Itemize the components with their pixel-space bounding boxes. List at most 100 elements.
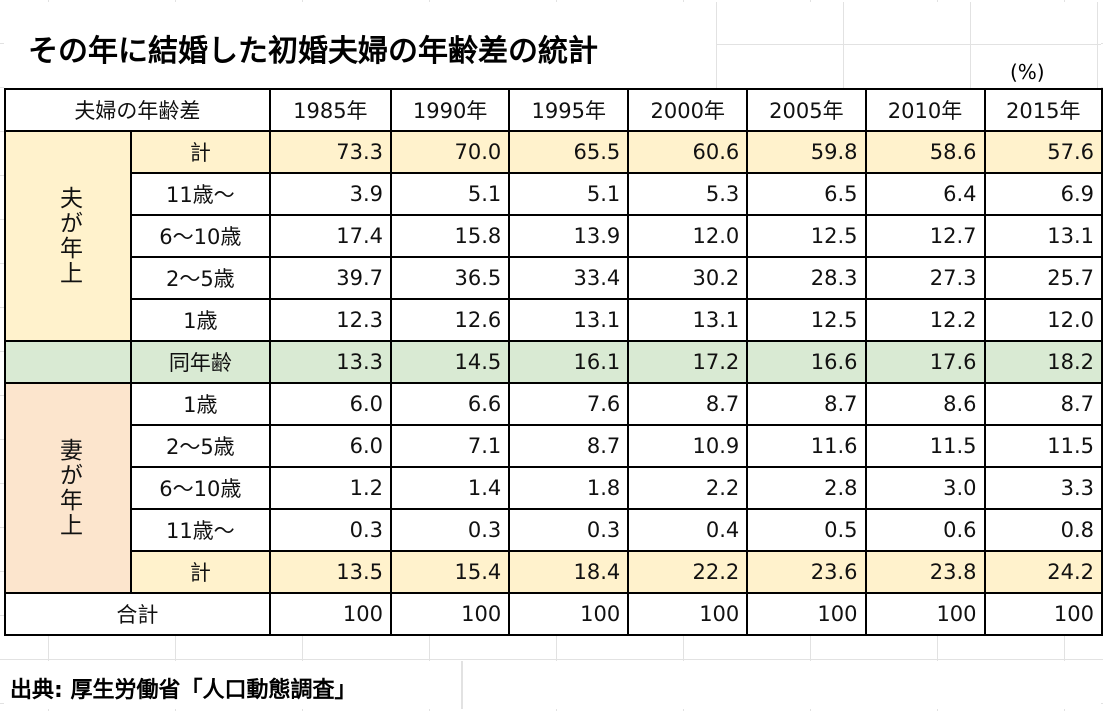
- row-label-cell[interactable]: 計: [130, 550, 271, 594]
- year-header-cell[interactable]: 1985年: [268, 88, 393, 132]
- value-cell[interactable]: 13.1: [627, 298, 749, 342]
- value-cell[interactable]: 36.5: [390, 256, 511, 300]
- value-cell[interactable]: 8.7: [983, 382, 1103, 426]
- value-cell[interactable]: 0.3: [390, 508, 511, 552]
- value-cell[interactable]: 12.7: [864, 214, 986, 258]
- value-cell[interactable]: 39.7: [268, 256, 393, 300]
- row-label-cell[interactable]: 1歳: [130, 298, 271, 342]
- value-cell[interactable]: 14.5: [390, 340, 511, 384]
- value-cell[interactable]: 5.1: [508, 172, 630, 216]
- value-cell[interactable]: 24.2: [983, 550, 1103, 594]
- row-label-cell[interactable]: 6～10歳: [130, 214, 271, 258]
- value-cell[interactable]: 11.5: [864, 424, 986, 468]
- value-cell[interactable]: 73.3: [268, 130, 393, 174]
- value-cell[interactable]: 15.4: [390, 550, 511, 594]
- row-label-cell[interactable]: 同年齢: [130, 340, 271, 384]
- value-cell[interactable]: 3.3: [983, 466, 1103, 510]
- value-cell[interactable]: 2.8: [746, 466, 867, 510]
- value-cell[interactable]: 7.1: [390, 424, 511, 468]
- value-cell[interactable]: 17.6: [864, 340, 986, 384]
- value-cell[interactable]: 18.4: [508, 550, 630, 594]
- value-cell[interactable]: 12.5: [746, 214, 867, 258]
- value-cell[interactable]: 58.6: [864, 130, 986, 174]
- value-cell[interactable]: 6.4: [864, 172, 986, 216]
- value-cell[interactable]: 15.8: [390, 214, 511, 258]
- value-cell[interactable]: 100: [746, 592, 867, 636]
- value-cell[interactable]: 70.0: [390, 130, 511, 174]
- value-cell[interactable]: 11.6: [746, 424, 867, 468]
- value-cell[interactable]: 6.9: [983, 172, 1103, 216]
- value-cell[interactable]: 12.2: [864, 298, 986, 342]
- value-cell[interactable]: 0.8: [983, 508, 1103, 552]
- value-cell[interactable]: 1.8: [508, 466, 630, 510]
- value-cell[interactable]: 23.8: [864, 550, 986, 594]
- row-label-cell[interactable]: 11歳～: [130, 508, 271, 552]
- value-cell[interactable]: 65.5: [508, 130, 630, 174]
- value-cell[interactable]: 10.9: [627, 424, 749, 468]
- year-header-cell[interactable]: 1995年: [508, 88, 630, 132]
- value-cell[interactable]: 13.3: [268, 340, 393, 384]
- value-cell[interactable]: 8.7: [627, 382, 749, 426]
- value-cell[interactable]: 0.5: [746, 508, 867, 552]
- year-header-cell[interactable]: 1990年: [390, 88, 511, 132]
- value-cell[interactable]: 3.0: [864, 466, 986, 510]
- value-cell[interactable]: 12.6: [390, 298, 511, 342]
- value-cell[interactable]: 1.4: [390, 466, 511, 510]
- value-cell[interactable]: 8.6: [864, 382, 986, 426]
- value-cell[interactable]: 13.1: [508, 298, 630, 342]
- value-cell[interactable]: 8.7: [746, 382, 867, 426]
- value-cell[interactable]: 0.3: [268, 508, 393, 552]
- value-cell[interactable]: 6.6: [390, 382, 511, 426]
- value-cell[interactable]: 16.1: [508, 340, 630, 384]
- row-label-cell[interactable]: 6～10歳: [130, 466, 271, 510]
- value-cell[interactable]: 59.8: [746, 130, 867, 174]
- value-cell[interactable]: 17.4: [268, 214, 393, 258]
- year-header-cell[interactable]: 2000年: [627, 88, 749, 132]
- value-cell[interactable]: 27.3: [864, 256, 986, 300]
- value-cell[interactable]: 25.7: [983, 256, 1103, 300]
- value-cell[interactable]: 100: [627, 592, 749, 636]
- value-cell[interactable]: 60.6: [627, 130, 749, 174]
- value-cell[interactable]: 11.5: [983, 424, 1103, 468]
- value-cell[interactable]: 8.7: [508, 424, 630, 468]
- value-cell[interactable]: 12.0: [983, 298, 1103, 342]
- value-cell[interactable]: 0.3: [508, 508, 630, 552]
- value-cell[interactable]: 7.6: [508, 382, 630, 426]
- value-cell[interactable]: 12.0: [627, 214, 749, 258]
- value-cell[interactable]: 30.2: [627, 256, 749, 300]
- value-cell[interactable]: 28.3: [746, 256, 867, 300]
- value-cell[interactable]: 6.0: [268, 424, 393, 468]
- value-cell[interactable]: 100: [268, 592, 393, 636]
- value-cell[interactable]: 33.4: [508, 256, 630, 300]
- value-cell[interactable]: 13.5: [268, 550, 393, 594]
- value-cell[interactable]: 6.0: [268, 382, 393, 426]
- value-cell[interactable]: 0.4: [627, 508, 749, 552]
- row-label-cell[interactable]: 2～5歳: [130, 256, 271, 300]
- value-cell[interactable]: 100: [983, 592, 1103, 636]
- value-cell[interactable]: 12.3: [268, 298, 393, 342]
- value-cell[interactable]: 0.6: [864, 508, 986, 552]
- value-cell[interactable]: 5.3: [627, 172, 749, 216]
- row-label-cell[interactable]: 計: [130, 130, 271, 174]
- value-cell[interactable]: 18.2: [983, 340, 1103, 384]
- year-header-cell[interactable]: 2005年: [746, 88, 867, 132]
- year-header-cell[interactable]: 2015年: [983, 88, 1103, 132]
- row-label-cell[interactable]: 合計: [4, 592, 271, 636]
- value-cell[interactable]: 16.6: [746, 340, 867, 384]
- value-cell[interactable]: 17.2: [627, 340, 749, 384]
- value-cell[interactable]: 57.6: [983, 130, 1103, 174]
- value-cell[interactable]: 13.9: [508, 214, 630, 258]
- value-cell[interactable]: 100: [864, 592, 986, 636]
- empty-group-cell[interactable]: [4, 340, 132, 384]
- row-label-cell[interactable]: 11歳～: [130, 172, 271, 216]
- value-cell[interactable]: 12.5: [746, 298, 867, 342]
- value-cell[interactable]: 6.5: [746, 172, 867, 216]
- value-cell[interactable]: 100: [508, 592, 630, 636]
- row-label-cell[interactable]: 1歳: [130, 382, 271, 426]
- year-header-cell[interactable]: 2010年: [864, 88, 986, 132]
- value-cell[interactable]: 5.1: [390, 172, 511, 216]
- row-label-cell[interactable]: 2～5歳: [130, 424, 271, 468]
- value-cell[interactable]: 22.2: [627, 550, 749, 594]
- group-label-wife-older[interactable]: 妻が年上: [4, 382, 132, 594]
- value-cell[interactable]: 100: [390, 592, 511, 636]
